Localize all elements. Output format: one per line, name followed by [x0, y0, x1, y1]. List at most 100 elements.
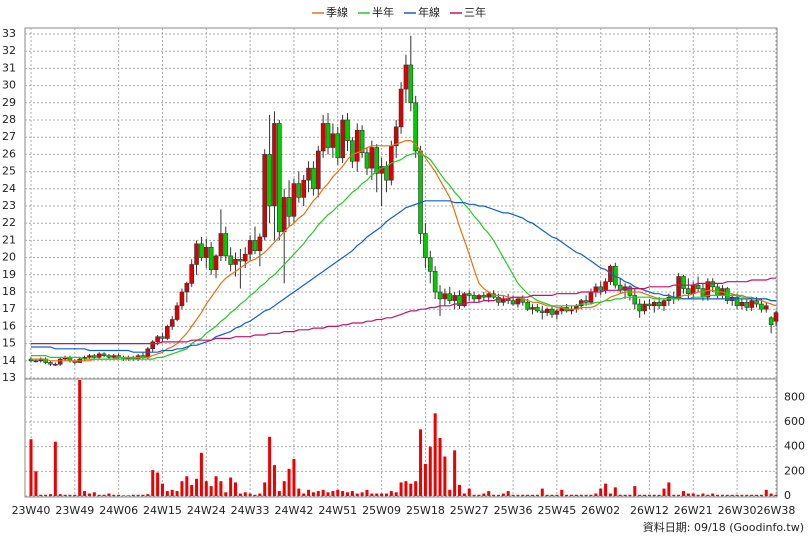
candle-body [384, 166, 389, 181]
candle-body [262, 154, 268, 238]
volume-bar [389, 491, 393, 496]
volume-bar [696, 494, 700, 496]
x-tick-label: 25W18 [406, 504, 445, 517]
y-tick-label: 19 [2, 268, 16, 281]
candle-body [199, 243, 204, 258]
candle-body [710, 281, 715, 288]
volume-bar [29, 439, 33, 496]
volume-bar [501, 493, 505, 496]
volume-bar [647, 494, 651, 496]
candle-body [466, 293, 472, 296]
candle-body [452, 295, 457, 301]
candle-body [583, 300, 589, 303]
candle-body [354, 130, 360, 162]
volume-bar [599, 488, 603, 496]
x-tick-label: 24W24 [187, 504, 226, 517]
candle-body [442, 293, 448, 300]
x-tick-label: 25W27 [450, 504, 489, 517]
candle-body [481, 295, 487, 298]
volume-bar [618, 494, 622, 496]
volume-bar [219, 481, 223, 496]
candle-body [739, 302, 745, 307]
candle-body [637, 303, 642, 312]
candle-body [369, 147, 375, 169]
volume-bar [764, 489, 768, 496]
volume-bar [355, 493, 359, 496]
candle-body [486, 293, 492, 298]
candle-body [291, 183, 297, 217]
volume-bar [414, 481, 418, 496]
volume-bar [643, 494, 647, 496]
volume-bar [667, 482, 671, 496]
candle-body [257, 236, 263, 252]
volume-bar [307, 489, 311, 496]
y-tick-label: 14 [2, 354, 16, 367]
x-tick-label: 26W30 [718, 504, 757, 517]
candle-body [320, 123, 326, 152]
candle-body [311, 167, 316, 190]
y-tick-label: 21 [2, 233, 16, 246]
candle-body [374, 147, 380, 174]
volume-bar [569, 494, 573, 496]
ma-line [31, 152, 776, 360]
candle-body [651, 302, 657, 307]
candle-body [676, 276, 681, 300]
y-tick-label: 13 [2, 371, 16, 384]
volume-bar [555, 494, 559, 496]
volume-bar [759, 494, 763, 496]
legend-label: 半年 [372, 5, 394, 19]
volume-bar [238, 493, 242, 496]
x-tick-label: 24W51 [318, 504, 357, 517]
candle-body [759, 303, 764, 310]
volume-bar [282, 481, 286, 496]
candle-body [33, 360, 39, 363]
candle-body [695, 284, 701, 289]
y2-tick-label: 400 [784, 440, 805, 453]
volume-bar [316, 491, 320, 496]
volume-bar [540, 488, 544, 496]
candle-body [700, 288, 706, 298]
volume-bar [136, 494, 140, 496]
candle-body [661, 300, 667, 307]
y-tick-label: 15 [2, 337, 16, 350]
candle-body [53, 363, 58, 366]
candle-body [272, 123, 277, 207]
volume-bar [180, 481, 184, 496]
volume-bar [506, 491, 510, 496]
candle-body [447, 293, 453, 301]
volume-bar [487, 491, 491, 496]
volume-bar [701, 493, 705, 496]
candle-body [423, 233, 428, 258]
candle-body [281, 197, 287, 233]
volume-bar [496, 494, 500, 496]
volume-bar [662, 488, 666, 496]
x-tick-label: 24W15 [143, 504, 182, 517]
volume-bar [511, 494, 515, 496]
candle-body [165, 326, 170, 339]
volume-bar [740, 494, 744, 496]
y-tick-label: 20 [2, 251, 16, 264]
volume-bar [706, 494, 710, 496]
volume-bar [565, 494, 569, 496]
volume-bar [399, 482, 403, 496]
candle-body [754, 300, 759, 305]
x-tick-label: 25W45 [537, 504, 576, 517]
volume-bar [151, 470, 155, 496]
candle-body [413, 102, 418, 152]
candle-body [87, 355, 92, 358]
volume-bar [521, 494, 525, 496]
y2-tick-label: 0 [784, 489, 791, 502]
candle-body [169, 319, 175, 327]
volume-bar [131, 494, 135, 496]
volume-bar [526, 494, 530, 496]
volume-bar [453, 450, 457, 496]
y-tick-label: 22 [2, 216, 16, 229]
x-tick-label: 24W06 [99, 504, 138, 517]
candle-body [588, 291, 594, 303]
candle-body [471, 295, 477, 300]
volume-bar [652, 494, 656, 496]
legend: 季線 半年 年線 三年 [312, 5, 486, 19]
candle-body [48, 362, 53, 365]
volume-bar [126, 495, 130, 496]
y-tick-label: 16 [2, 319, 16, 332]
